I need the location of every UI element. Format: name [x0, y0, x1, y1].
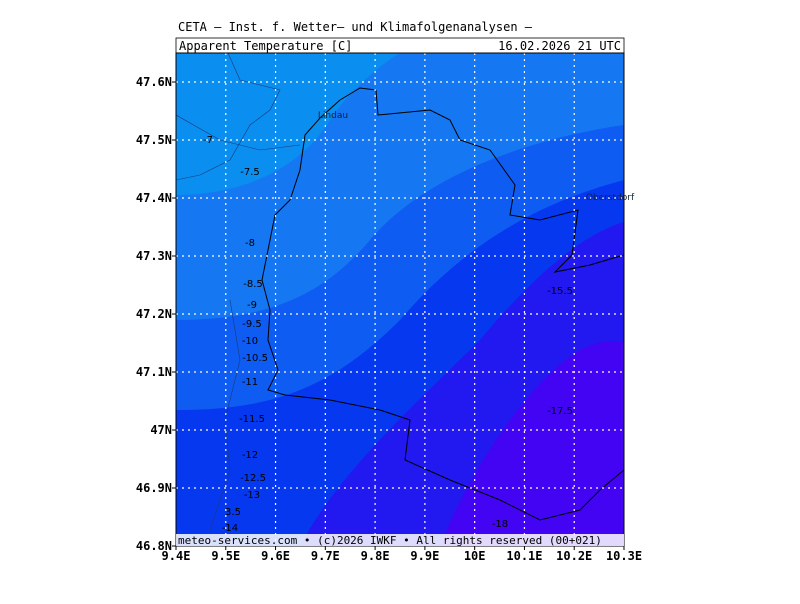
lat-label: 47.1N: [136, 365, 172, 379]
lon-label: 9.9E: [410, 549, 439, 563]
contour-label: -12.5: [240, 473, 266, 484]
rivers: [176, 53, 301, 531]
contour-label: -11: [242, 377, 258, 388]
lon-label: 9.4E: [162, 549, 191, 563]
contour-label: -7: [203, 135, 213, 146]
lat-label: 46.8N: [136, 539, 172, 553]
contour-label: -17.5: [547, 406, 573, 417]
lon-label: 10.2E: [556, 549, 592, 563]
footer-box: [176, 534, 624, 546]
valid-time: 16.02.2026 21 UTC: [498, 39, 621, 53]
lat-label: 47.3N: [136, 249, 172, 263]
lat-label: 47.4N: [136, 191, 172, 205]
lon-label: 9.5E: [211, 549, 240, 563]
grid: [176, 53, 624, 546]
map-field: [176, 53, 624, 546]
contour-label: -9: [247, 300, 257, 311]
lat-label: 46.9N: [136, 481, 172, 495]
title: CETA — Inst. f. Wetter— und Klimafolgena…: [178, 20, 533, 34]
contour-label: -15.5: [547, 286, 573, 297]
lat-label: 47.5N: [136, 133, 172, 147]
lon-label: 9.7E: [311, 549, 340, 563]
contour-label: -11.5: [239, 414, 265, 425]
lon-label: 9.6E: [261, 549, 290, 563]
lat-label: 47N: [150, 423, 172, 437]
place-label: Lindau: [318, 111, 348, 121]
contour-label: -10.5: [242, 353, 268, 364]
contour-label: -9.5: [242, 319, 262, 330]
contour-label: -18: [492, 519, 508, 530]
footer: meteo-services.com • (c)2026 IWKF • All …: [178, 534, 602, 547]
contour-label: -8: [245, 238, 255, 249]
contour-label: -13: [244, 490, 260, 501]
lon-label: 9.8E: [361, 549, 390, 563]
contour-label: -8.5: [243, 279, 263, 290]
borders: [261, 87, 624, 521]
place-label: Oberstdorf: [586, 193, 635, 203]
contour-label: 3.5: [225, 507, 241, 518]
contour-label: -12: [242, 450, 258, 461]
contour-label: -10: [242, 336, 258, 347]
contour-label: -7.5: [240, 167, 260, 178]
variable: Apparent_Temperature [C]: [179, 39, 352, 53]
lon-label: 10.3E: [606, 549, 642, 563]
lat-label: 47.2N: [136, 307, 172, 321]
lon-label: 10E: [464, 549, 486, 563]
lon-label: 10.1E: [506, 549, 542, 563]
contour-label: -14: [222, 523, 238, 534]
lat-label: 47.6N: [136, 75, 172, 89]
